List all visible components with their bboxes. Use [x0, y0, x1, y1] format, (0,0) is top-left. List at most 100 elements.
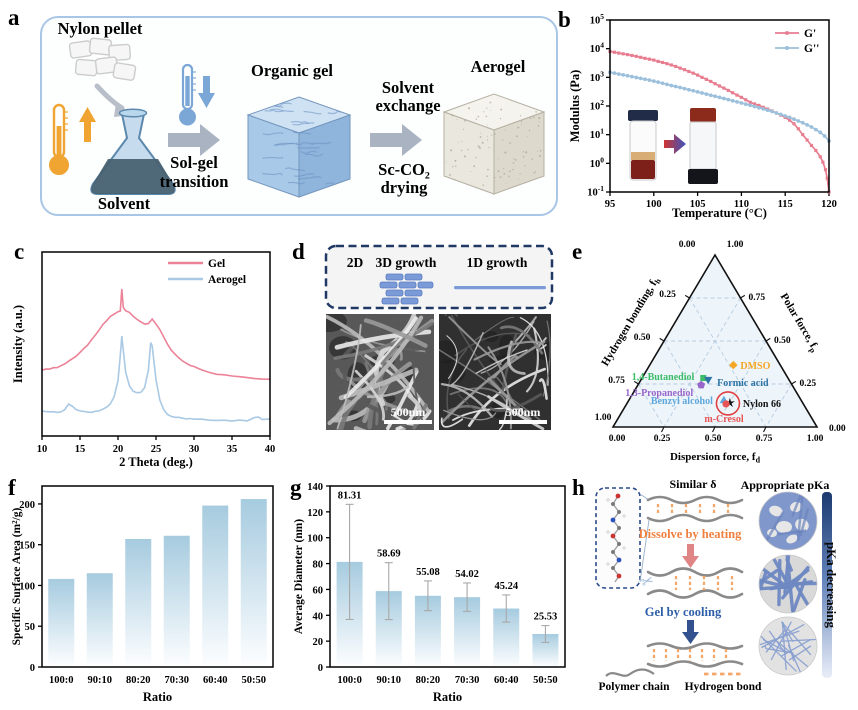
nylon-molecule-illustration [606, 493, 626, 583]
panel-a-illustration: Nylon pellet Solvent Sol-gel transition … [49, 19, 546, 213]
panel-label-g: g [290, 475, 302, 500]
panel-label-a: a [8, 5, 20, 30]
sem-image-left [326, 314, 434, 430]
dissolve-by-heating-label: Dissolve by heating [639, 527, 743, 541]
sol-gel-label-line2: transition [160, 172, 229, 191]
panel-h-mechanism: Similar δ Appropriate pKa Dissolve by he… [595, 477, 839, 693]
svg-text:100: 100 [590, 155, 605, 170]
svg-text:Hydrogen bonding, fh: Hydrogen bonding, fh [599, 274, 663, 369]
cooling-down-arrow [682, 620, 699, 644]
svg-text:10: 10 [37, 444, 48, 455]
drying-arrow [370, 124, 422, 156]
cold-thermometer-icon [179, 63, 215, 126]
svg-text:25: 25 [151, 444, 162, 455]
svg-text:G': G' [804, 28, 816, 40]
svg-text:20: 20 [113, 444, 124, 455]
svg-text:G'': G'' [804, 43, 819, 55]
molecule-box [595, 487, 641, 589]
svg-text:90:10: 90:10 [88, 675, 113, 686]
chart-e-plot: 0.25 0.75 0.25 0.50 0.50 0.50 0.75 0.25 0.75 0.00… [595, 240, 846, 465]
organic-gel-label: Organic gel [251, 61, 333, 80]
svg-text:0.75: 0.75 [756, 434, 773, 444]
solgel-arrow [168, 124, 220, 156]
solvent-label: Solvent [98, 194, 151, 213]
svg-text:70:30: 70:30 [455, 675, 480, 686]
aerogel-label: Aerogel [471, 57, 526, 76]
svg-text:70:30: 70:30 [165, 675, 190, 686]
svg-text:0.00: 0.00 [829, 424, 846, 434]
svg-text:Modulus (Pa): Modulus (Pa) [568, 70, 582, 143]
chart-b-inset-vials [628, 108, 718, 184]
organic-gel-cube [246, 96, 352, 198]
similar-delta-heading: Similar δ [669, 477, 716, 491]
scalebar-label-right: 500nm [506, 405, 541, 419]
svg-text:90:10: 90:10 [377, 675, 402, 686]
solvent-exchange-label-line1: Solvent [382, 78, 435, 97]
panel-label-e: e [572, 239, 583, 264]
svg-text:40: 40 [265, 444, 276, 455]
svg-text:Nylon 66: Nylon 66 [743, 399, 781, 410]
chart-b-plot: 95 100 105 110 115 120 10-1 100 101 102 103 104 105 G… [568, 12, 837, 220]
svg-text:110: 110 [734, 199, 749, 210]
growth-schematic-box [324, 244, 554, 310]
chart-e-ternary: 0.25 0.75 0.25 0.50 0.50 0.50 0.75 0.25 0.75 0.00… [595, 240, 846, 465]
svg-text:0.25: 0.25 [654, 434, 671, 444]
svg-text:25.53: 25.53 [534, 612, 558, 623]
solvent-exchange-label-line2: exchange [375, 96, 440, 115]
svg-text:120: 120 [307, 508, 323, 519]
svg-text:10-1: 10-1 [587, 184, 604, 199]
appropriate-pka-heading: Appropriate pKa [741, 478, 830, 492]
svg-text:35: 35 [227, 444, 238, 455]
network-circles [758, 491, 818, 676]
svg-text:0.50: 0.50 [774, 336, 791, 346]
hot-thermometer-icon [49, 103, 96, 175]
sc-co2-label-line2: drying [381, 178, 429, 197]
svg-text:15: 15 [75, 444, 86, 455]
svg-text:80:20: 80:20 [126, 675, 151, 686]
svg-text:1.00: 1.00 [727, 240, 744, 250]
svg-text:103: 103 [590, 69, 605, 84]
svg-text:20: 20 [313, 637, 324, 648]
svg-text:60:40: 60:40 [494, 675, 519, 686]
svg-text:0.50: 0.50 [705, 434, 722, 444]
svg-text:40: 40 [313, 611, 324, 622]
svg-text:140: 140 [307, 482, 323, 493]
svg-text:101: 101 [590, 127, 605, 142]
svg-text:50: 50 [25, 622, 36, 633]
svg-text:105: 105 [690, 199, 706, 210]
svg-text:Formic acid: Formic acid [717, 378, 769, 389]
svg-text:Intensity (a.u.): Intensity (a.u.) [11, 305, 25, 383]
svg-text:60:40: 60:40 [203, 675, 228, 686]
svg-text:55.08: 55.08 [416, 567, 440, 578]
sem-image-right [439, 314, 551, 430]
svg-text:0: 0 [30, 663, 35, 674]
svg-text:60: 60 [313, 585, 324, 596]
svg-text:1,4-Butanediol: 1,4-Butanediol [632, 372, 695, 383]
svg-text:Ratio: Ratio [433, 690, 462, 704]
svg-text:45.24: 45.24 [494, 581, 518, 592]
svg-text:0.25: 0.25 [659, 290, 676, 300]
heat-up-arrow [84, 121, 91, 142]
svg-text:115: 115 [778, 199, 793, 210]
scissors-icon: ✂ [639, 573, 656, 592]
cool-down-arrow [203, 76, 210, 94]
chart-c-plot: 10 15 20 25 30 35 40 Gel Aerogel 2 Theta (deg.) In… [11, 251, 276, 469]
aerogel-texture [445, 98, 542, 186]
chart-f-surface-area: 0 50 100 150 200 100:0 90:10 80:20 70:30 60:40 50:… [11, 485, 274, 704]
panel-label-f: f [8, 475, 16, 500]
chart-c-xrd: 10 15 20 25 30 35 40 Gel Aerogel 2 Theta (deg.) In… [11, 251, 276, 469]
fiber-1d-illustration [454, 286, 546, 290]
panel-d-sem: 2D 3D growth 1D growth 500nm 500nm [324, 244, 554, 430]
sc-co2-label-line1: Sc-CO₂ [378, 160, 430, 179]
panel-label-h: h [572, 475, 585, 500]
sol-to-gel-arrow-icon [664, 134, 686, 154]
nylon-pellets-illustration [68, 37, 137, 81]
scalebar-label-left: 500nm [391, 405, 426, 419]
sol-gel-label-line1: Sol-gel [170, 153, 218, 172]
organic-gel-texture [261, 102, 350, 190]
hydrogen-bond-legend-label: Hydrogen bond [685, 681, 762, 693]
flask-icon [90, 108, 176, 195]
svg-text:Specific Surface Area (m²/g): Specific Surface Area (m²/g) [11, 507, 23, 645]
svg-text:120: 120 [821, 199, 837, 210]
